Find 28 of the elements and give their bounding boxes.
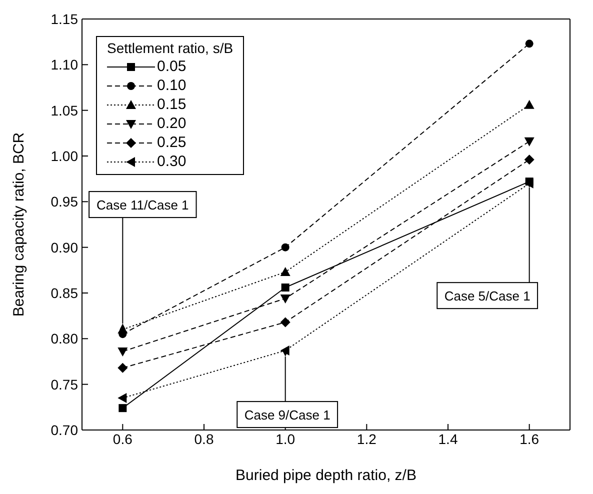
legend-label: 0.25 bbox=[157, 134, 186, 151]
x-tick-label: 0.8 bbox=[194, 430, 214, 447]
legend-label: 0.10 bbox=[157, 77, 186, 94]
y-tick-label: 1.00 bbox=[50, 148, 78, 164]
x-tick-label: 1.2 bbox=[356, 430, 377, 447]
x-tick-label: 1.6 bbox=[520, 430, 540, 447]
annotation: Case 5/Case 1 bbox=[444, 288, 530, 304]
annotation: Case 11/Case 1 bbox=[96, 198, 189, 213]
y-tick-label: 1.05 bbox=[50, 102, 78, 118]
y-tick-label: 0.80 bbox=[50, 330, 78, 347]
y-tick-label: 0.75 bbox=[50, 376, 78, 392]
legend-label: 0.05 bbox=[157, 58, 186, 75]
x-tick-label: 0.6 bbox=[112, 430, 133, 447]
y-tick-label: 0.95 bbox=[50, 194, 78, 210]
y-tick-label: 0.70 bbox=[50, 422, 78, 438]
legend-label: 0.20 bbox=[157, 115, 186, 132]
y-axis-title: Bearing capacity ratio, BCR bbox=[10, 132, 28, 317]
legend-label: 0.30 bbox=[157, 153, 186, 170]
x-axis-title: Buried pipe depth ratio, z/B bbox=[236, 467, 416, 484]
y-tick-label: 0.85 bbox=[50, 284, 78, 301]
annotation: Case 9/Case 1 bbox=[244, 408, 330, 423]
legend-title: Settlement ratio, s/B bbox=[107, 40, 234, 56]
y-tick-label: 0.90 bbox=[50, 239, 78, 256]
x-tick-label: 1.0 bbox=[276, 430, 296, 447]
y-tick-label: 1.10 bbox=[50, 56, 78, 73]
y-tick-label: 1.15 bbox=[50, 10, 78, 27]
x-tick-label: 1.4 bbox=[438, 430, 458, 447]
legend-label: 0.15 bbox=[157, 96, 186, 113]
